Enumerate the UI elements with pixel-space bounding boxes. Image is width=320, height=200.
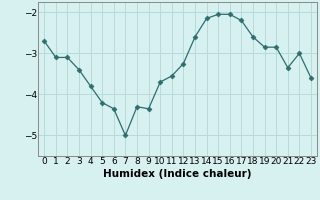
X-axis label: Humidex (Indice chaleur): Humidex (Indice chaleur) [103, 169, 252, 179]
